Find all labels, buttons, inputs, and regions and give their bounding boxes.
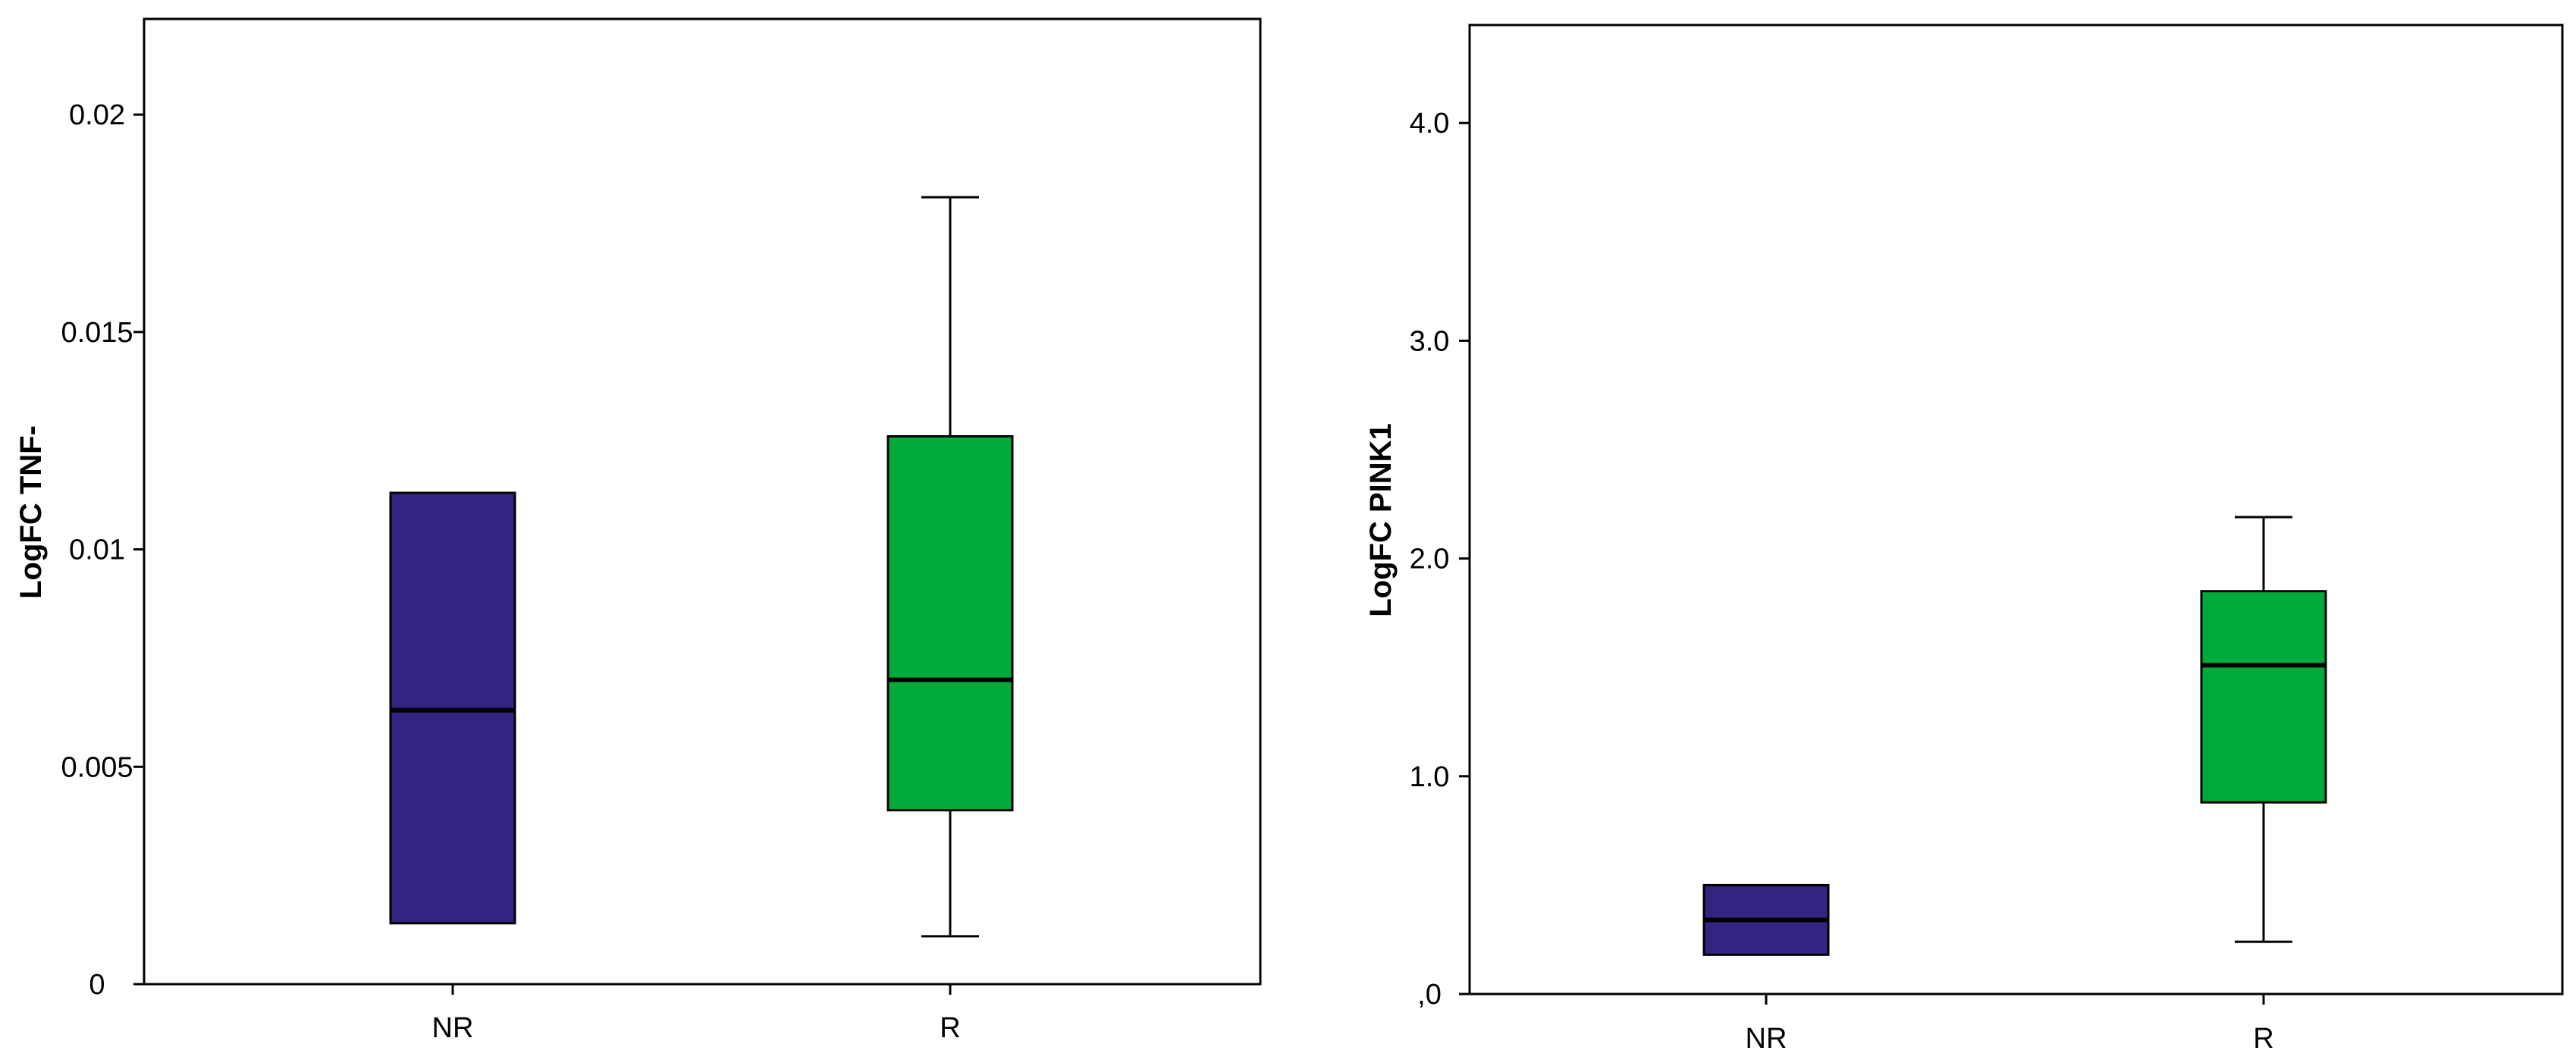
- y-axis-label: LogFC PINK1: [1364, 423, 1398, 617]
- x-tick-label: R: [940, 1012, 960, 1044]
- box-plot-pink1: ,0 1.0 2.0 3.0 4.0 LogFC PINK1 NR R: [1364, 24, 2564, 1055]
- y-tick-label: 2.0: [1410, 544, 1450, 575]
- plot-frame: [1468, 24, 2564, 996]
- box-nr: [389, 491, 516, 925]
- x-tick-label: NR: [432, 1012, 474, 1044]
- y-tick-label: 1.0: [1410, 761, 1450, 793]
- y-tick-label: 0: [89, 969, 105, 1001]
- y-axis-label: LogFC TNF-: [14, 425, 48, 599]
- box-iqr: [2200, 590, 2327, 804]
- box-iqr: [886, 434, 1014, 812]
- y-tick-label: 0.02: [69, 99, 125, 131]
- y-tick-label: 0.005: [61, 751, 133, 783]
- y-tick-label: 0.015: [61, 317, 133, 349]
- x-tick-label: NR: [1746, 1023, 1787, 1055]
- y-tick-label: 4.0: [1410, 108, 1450, 140]
- box-r: [886, 196, 1014, 938]
- y-tick-label: 0.01: [69, 535, 125, 566]
- y-tick-label: ,0: [1417, 979, 1442, 1011]
- box-r: [2200, 516, 2327, 943]
- plot-frame: [143, 17, 1262, 986]
- y-tick-label: 3.0: [1410, 325, 1450, 357]
- box-nr: [1702, 883, 1830, 956]
- box-plot-tnf: 0 0.005 0.01 0.015 0.02 LogFC TNF- NR R: [14, 17, 1262, 1044]
- x-tick-label: R: [2253, 1023, 2273, 1055]
